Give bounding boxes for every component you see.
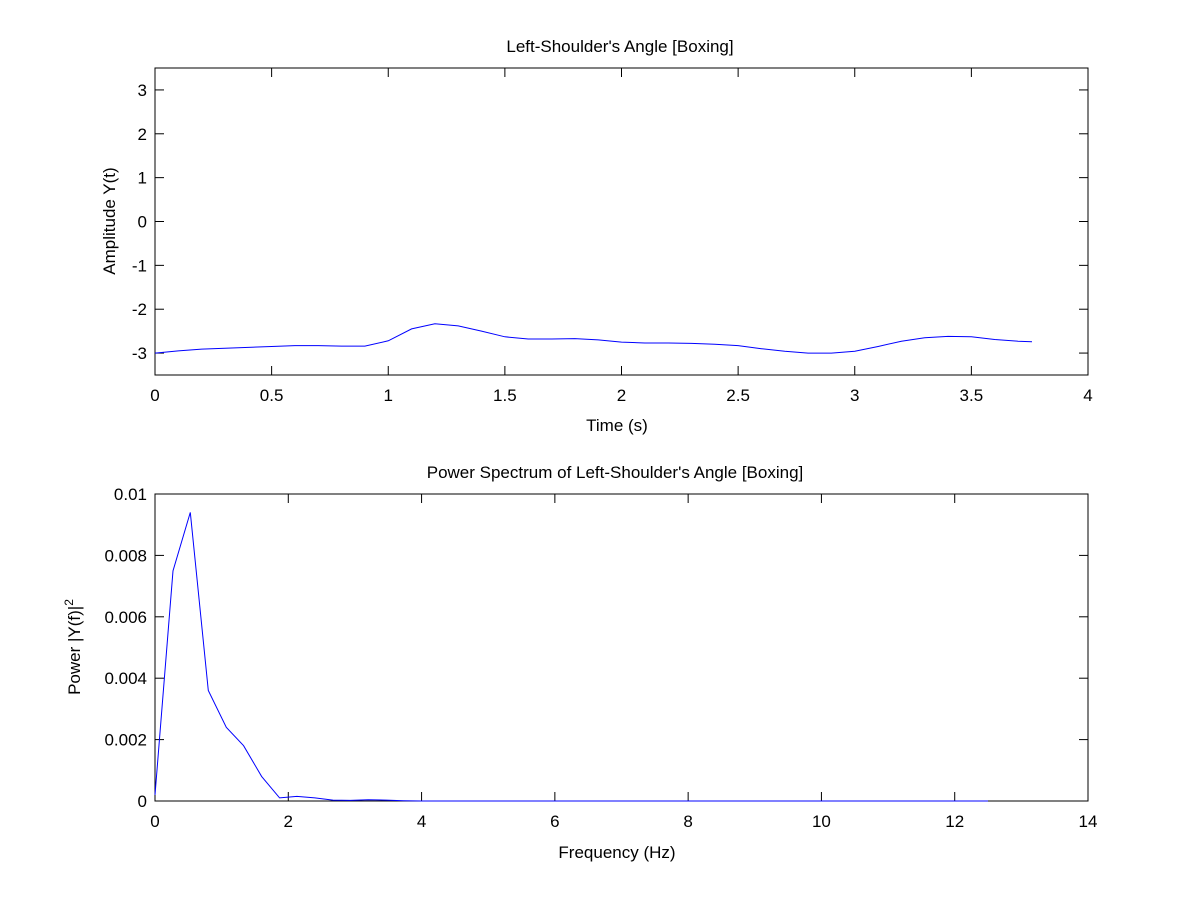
spectrum-xtick-label: 2 xyxy=(284,812,293,831)
time-xtick-label: 2 xyxy=(617,386,626,405)
spectrum-xtick-label: 6 xyxy=(550,812,559,831)
spectrum-series-line xyxy=(154,512,988,802)
spectrum-ytick-label: 0.004 xyxy=(104,669,147,688)
time-ytick-label: 3 xyxy=(138,81,147,100)
time-xtick-label: 1 xyxy=(384,386,393,405)
spectrum-xtick-label: 12 xyxy=(945,812,964,831)
spectrum-ylabel-superscript: 2 xyxy=(62,599,76,606)
time-xtick-label: 0 xyxy=(150,386,159,405)
spectrum-plot-xlabel: Frequency (Hz) xyxy=(558,843,675,862)
time-plot-xlabel: Time (s) xyxy=(586,416,648,435)
time-xtick-label: 1.5 xyxy=(493,386,517,405)
time-series-line xyxy=(154,323,1033,354)
spectrum-ytick-label: 0.002 xyxy=(104,731,147,750)
time-ytick-label: -3 xyxy=(132,344,147,363)
time-ytick-label: 1 xyxy=(138,169,147,188)
spectrum-ylabel-main: Power |Y(f)| xyxy=(65,606,84,695)
time-xtick-label: 3.5 xyxy=(960,386,984,405)
time-xtick-label: 3 xyxy=(850,386,859,405)
time-ytick-label: -2 xyxy=(132,300,147,319)
time-xtick-label: 4 xyxy=(1083,386,1092,405)
time-plot-ticks: 0 0.5 1 1.5 2 2.5 3 3.5 4 3 2 1 0 -1 -2 -3 xyxy=(132,68,1093,405)
time-ytick-label: 0 xyxy=(138,213,147,232)
spectrum-plot-title: Power Spectrum of Left-Shoulder's Angle … xyxy=(427,463,804,482)
power-spectrum-plot: Power Spectrum of Left-Shoulder's Angle … xyxy=(62,463,1097,862)
time-ytick-label: -1 xyxy=(132,256,147,275)
spectrum-plot-ylabel: Power |Y(f)|2 xyxy=(62,599,84,695)
spectrum-ytick-label: 0.008 xyxy=(104,546,147,565)
time-domain-plot: Left-Shoulder's Angle [Boxing] 0 0.5 1 1.5 2… xyxy=(100,37,1093,435)
spectrum-xtick-label: 10 xyxy=(812,812,831,831)
spectrum-xtick-label: 4 xyxy=(417,812,426,831)
spectrum-xtick-label: 8 xyxy=(683,812,692,831)
spectrum-plot-ticks: 0 2 4 6 8 10 12 14 0.01 0.008 0.006 0.004 0.002 0 xyxy=(104,485,1097,831)
spectrum-xtick-label: 0 xyxy=(150,812,159,831)
time-plot-ylabel: Amplitude Y(t) xyxy=(100,167,119,274)
spectrum-ytick-label: 0.01 xyxy=(114,485,147,504)
time-xtick-label: 0.5 xyxy=(260,386,284,405)
time-ytick-label: 2 xyxy=(138,125,147,144)
spectrum-ytick-label: 0 xyxy=(138,792,147,811)
spectrum-ytick-label: 0.006 xyxy=(104,608,147,627)
time-plot-title: Left-Shoulder's Angle [Boxing] xyxy=(506,37,733,56)
time-xtick-label: 2.5 xyxy=(726,386,750,405)
spectrum-xtick-label: 14 xyxy=(1079,812,1098,831)
